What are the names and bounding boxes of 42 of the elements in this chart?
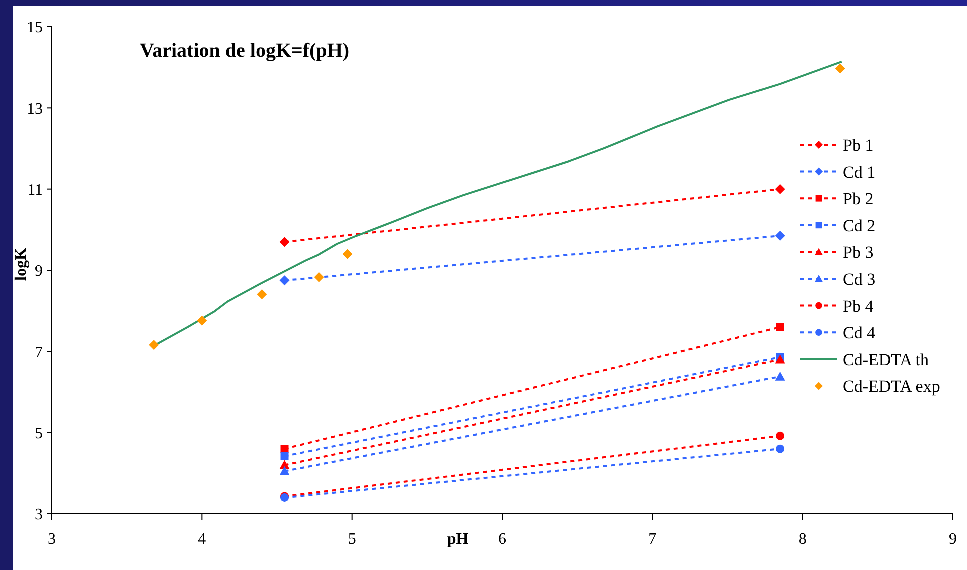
y-tick-label: 3 [35, 506, 43, 524]
y-tick-label: 15 [27, 20, 43, 37]
legend-label: Cd-EDTA exp [843, 377, 940, 396]
y-tick-label: 9 [35, 263, 43, 280]
point [775, 184, 786, 194]
x-tick-label: 8 [798, 531, 807, 548]
x-tick-label: 7 [648, 531, 657, 548]
y-axis-title: logK [13, 248, 30, 281]
legend-label: Pb 3 [843, 243, 874, 262]
point [280, 237, 290, 248]
point [342, 249, 353, 260]
point [149, 340, 160, 350]
legend-label: Pb 2 [843, 190, 874, 209]
point [775, 231, 786, 242]
point [835, 64, 846, 74]
point [257, 289, 268, 300]
x-tick-label: 6 [498, 531, 506, 548]
point [280, 452, 289, 460]
legend-label: Cd-EDTA th [843, 350, 930, 370]
legend-label: Cd 3 [843, 270, 876, 289]
x-axis-title: pH [447, 531, 470, 548]
x-tick-label: 5 [348, 531, 356, 548]
point [280, 445, 289, 454]
point [776, 432, 785, 440]
point [197, 316, 208, 326]
y-tick-label: 13 [27, 100, 43, 118]
y-tick-label: 7 [35, 344, 43, 362]
y-tick-label: 5 [35, 425, 43, 442]
legend-label: Cd 4 [843, 324, 876, 343]
legend-label: Cd 1 [843, 162, 876, 182]
point [776, 323, 784, 332]
text: Variation de logK=f(pH) [140, 40, 350, 62]
legend-label: Pb 4 [843, 296, 874, 316]
legend-label: Cd 2 [843, 216, 876, 236]
legend-label: Pb 1 [843, 136, 874, 155]
point [314, 272, 324, 282]
point [776, 444, 785, 454]
x-tick-label: 4 [198, 531, 206, 548]
point [280, 276, 290, 286]
y-tick-label: 11 [28, 182, 43, 199]
x-tick-label: 3 [48, 531, 56, 548]
x-tick-label: 9 [949, 531, 957, 548]
